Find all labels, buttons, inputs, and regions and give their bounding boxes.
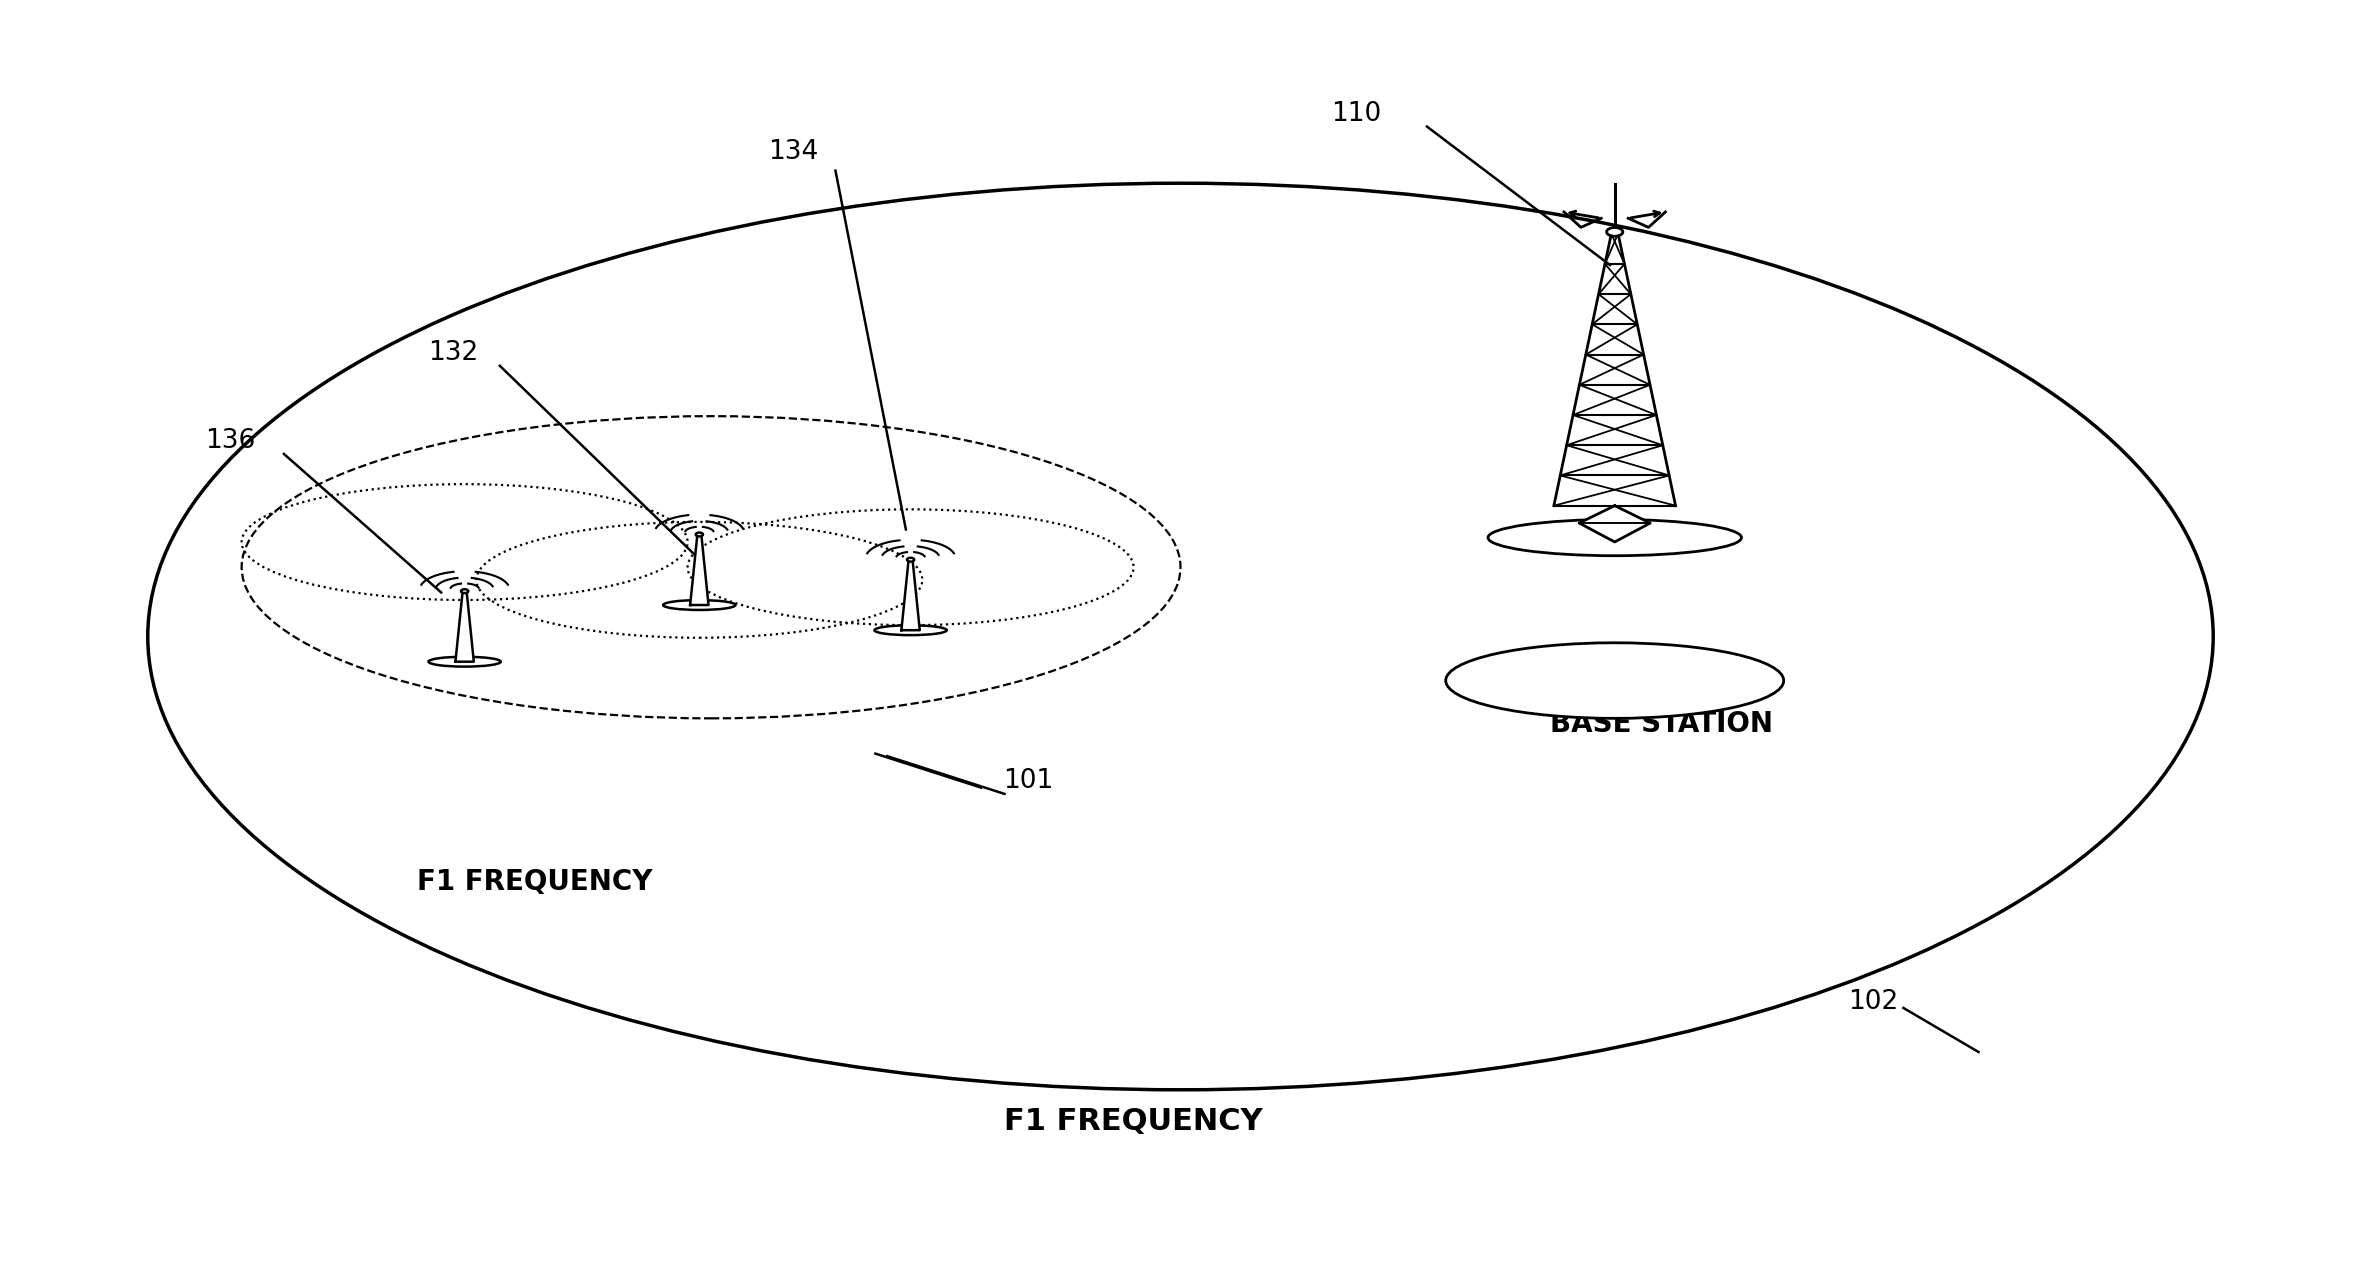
- Ellipse shape: [663, 600, 737, 610]
- Ellipse shape: [427, 657, 501, 667]
- Ellipse shape: [1487, 519, 1742, 556]
- Text: 110: 110: [1332, 101, 1381, 127]
- Text: 134: 134: [767, 139, 819, 164]
- Polygon shape: [689, 535, 708, 605]
- Ellipse shape: [1445, 643, 1783, 718]
- Text: 136: 136: [205, 428, 255, 454]
- Polygon shape: [456, 591, 475, 662]
- Circle shape: [696, 532, 704, 536]
- Polygon shape: [1580, 505, 1650, 542]
- Circle shape: [1605, 228, 1622, 237]
- Polygon shape: [902, 560, 921, 630]
- Text: F1 FREQUENCY: F1 FREQUENCY: [1003, 1106, 1263, 1136]
- Circle shape: [907, 558, 914, 561]
- Text: FIRST
BASE STATION: FIRST BASE STATION: [1551, 673, 1773, 738]
- Text: F1 FREQUENCY: F1 FREQUENCY: [418, 868, 652, 896]
- Text: 101: 101: [1003, 769, 1053, 794]
- Text: 132: 132: [427, 340, 477, 367]
- Circle shape: [460, 589, 467, 593]
- Text: 102: 102: [1849, 989, 1898, 1015]
- Ellipse shape: [874, 625, 947, 635]
